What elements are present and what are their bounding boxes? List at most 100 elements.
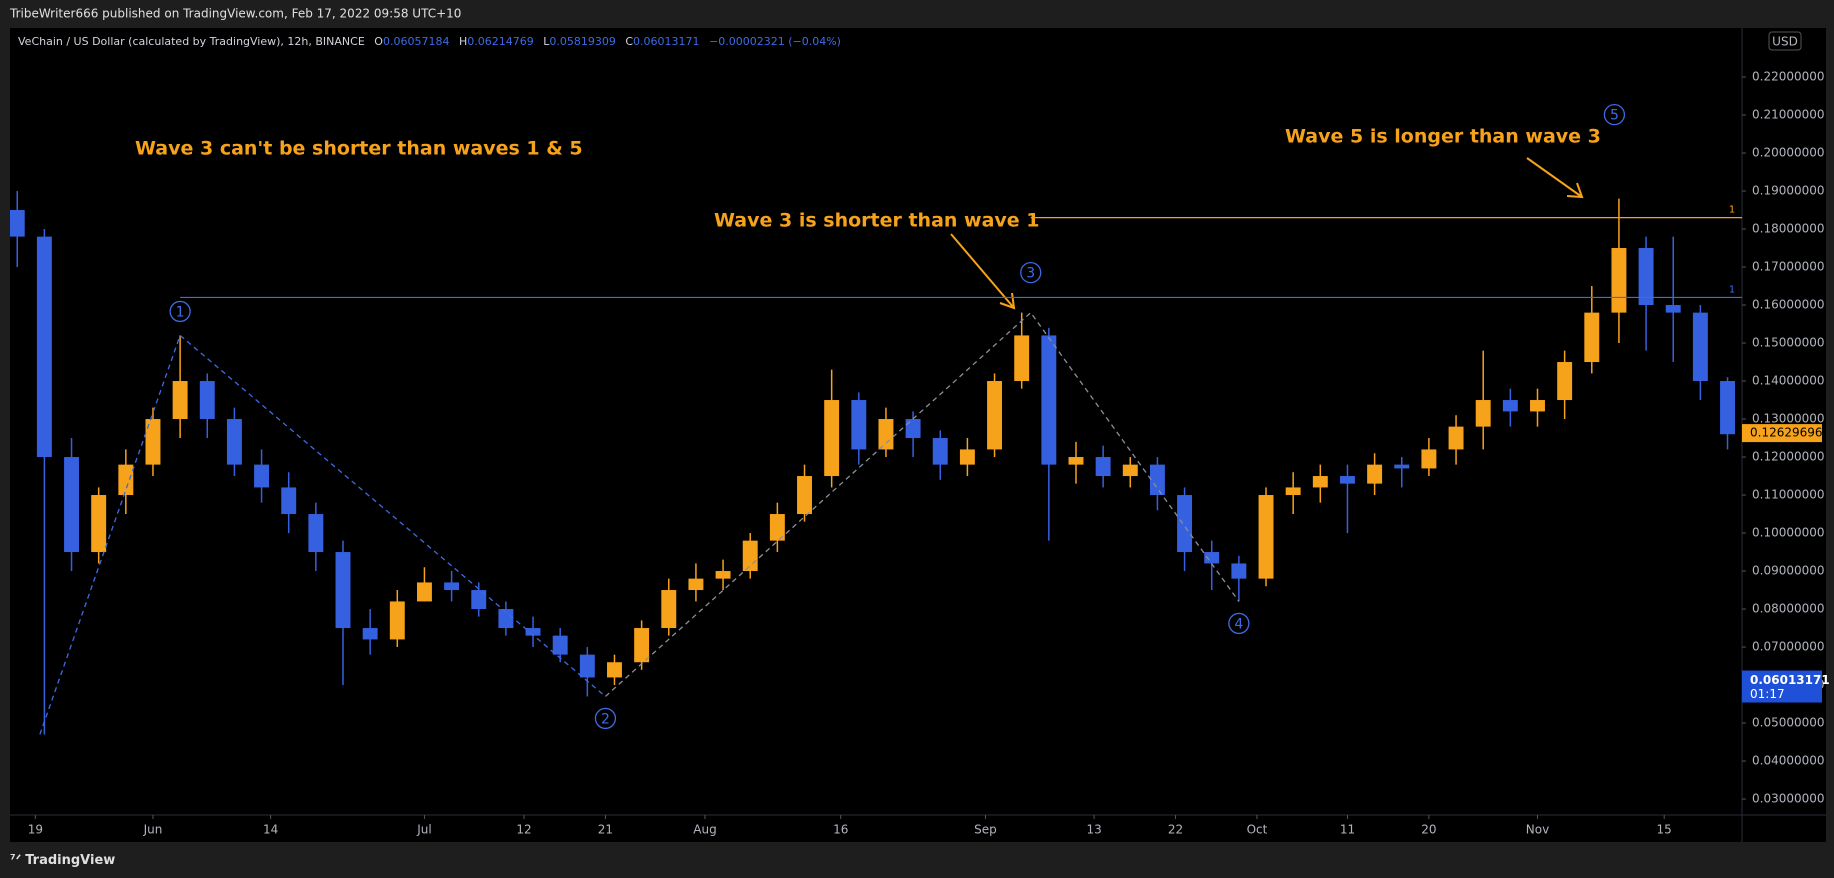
wave-marker (1603, 103, 1626, 126)
candle-body (797, 476, 812, 515)
candle-body (1448, 426, 1464, 450)
brand: ⁷ᐟ TradingView (10, 853, 115, 868)
candle-body (1638, 248, 1654, 306)
candle-body (1204, 552, 1220, 564)
candle-body (226, 419, 242, 465)
wave-line (39, 334, 606, 735)
candle-body (281, 487, 297, 515)
legend-value: 0.06214769 (467, 35, 533, 48)
x-tick-label: Aug (693, 823, 716, 837)
annotation: Wave 3 can't be shorter than waves 1 & 5 (135, 138, 583, 160)
candle-body (1177, 495, 1193, 553)
x-tick-label: 22 (1168, 823, 1183, 837)
candle-body (118, 464, 134, 496)
candle-body (851, 400, 867, 450)
wave-marker (1020, 261, 1042, 284)
candle-body (1285, 487, 1301, 496)
price-label: 0.06013171 (1750, 673, 1830, 687)
annotation: Wave 3 is shorter than wave 1 (714, 210, 1040, 232)
candle-body (416, 582, 432, 602)
countdown: 01:17 (1750, 687, 1785, 701)
candle-body (634, 628, 650, 663)
y-tick-label: 0.18000000 (1752, 222, 1825, 236)
legend-value: 0.06057184 (383, 35, 449, 48)
y-tick-label: 0.16000000 (1752, 298, 1825, 312)
candle-body (498, 609, 514, 629)
candle-body (525, 628, 541, 636)
publisher: TribeWriter666 published on TradingView.… (9, 7, 461, 21)
y-tick-label: 0.10000000 (1752, 526, 1825, 540)
y-tick-label: 0.05000000 (1752, 716, 1825, 730)
x-tick-label: Oct (1247, 823, 1268, 837)
candle-body (1041, 335, 1057, 465)
y-tick-label: 0.12000000 (1752, 450, 1825, 464)
candle-body (715, 571, 731, 579)
candle-body (1231, 563, 1247, 579)
candle-body (742, 540, 758, 572)
x-tick-label: 12 (516, 823, 531, 837)
annotation: Wave 5 is longer than wave 3 (1285, 126, 1601, 148)
candle-body (335, 552, 351, 629)
candle-body (1720, 381, 1735, 435)
candle-body (1014, 335, 1030, 382)
candle-body (1611, 248, 1627, 313)
x-tick-label: Sep (974, 823, 997, 837)
x-tick-label: Jun (143, 823, 163, 837)
candle-body (36, 236, 52, 458)
candle-body (471, 590, 487, 610)
legend-label: O (374, 35, 383, 48)
wave-marker (1228, 612, 1250, 635)
y-tick-label: 0.14000000 (1752, 374, 1825, 388)
wave-line (604, 311, 1240, 697)
x-tick-label: Jul (416, 823, 431, 837)
x-tick-label: 19 (28, 823, 43, 837)
candle-body (1665, 305, 1681, 313)
x-tick-label: 14 (263, 823, 278, 837)
y-tick-label: 0.04000000 (1752, 754, 1825, 768)
level-label: 1 (1729, 284, 1735, 295)
candle-body (308, 514, 324, 553)
legend-label: L (543, 35, 550, 48)
candle-body (905, 419, 921, 439)
y-tick-label: 0.19000000 (1752, 184, 1825, 198)
candle-body (688, 578, 704, 591)
wave-marker (169, 300, 191, 323)
currency-box[interactable] (1768, 31, 1802, 51)
candle-body (1258, 495, 1274, 579)
y-tick-label: 0.08000000 (1752, 602, 1825, 616)
y-tick-label: 0.15000000 (1752, 336, 1825, 350)
candle-body (1530, 400, 1545, 412)
legend-change: −0.00002321 (−0.04%) (709, 35, 841, 48)
brand-logo: ⁷ᐟ (10, 853, 21, 868)
wave-marker (594, 707, 617, 730)
candle-body (64, 457, 79, 553)
candle-body (579, 654, 595, 678)
candle-body (1692, 312, 1708, 382)
y-tick-label: 0.13000000 (1752, 412, 1825, 426)
candle-body (389, 601, 405, 640)
candle-body (254, 464, 270, 488)
candle-body (1149, 464, 1165, 496)
level-label: 1 (1729, 205, 1735, 216)
candle-body (362, 628, 378, 640)
candle-body (1367, 464, 1383, 484)
x-tick-label: 20 (1421, 823, 1436, 837)
candle-body (878, 419, 894, 450)
last-price-label: 0.12629696 (1750, 426, 1823, 440)
legend: VeChain / US Dollar (calculated by Tradi… (18, 35, 841, 48)
candle-body (607, 662, 622, 678)
candle-body (1068, 457, 1084, 465)
x-tick-label: Nov (1526, 823, 1549, 837)
legend-label: H (459, 35, 467, 48)
x-tick-label: 13 (1086, 823, 1101, 837)
y-tick-label: 0.03000000 (1752, 792, 1825, 806)
candle-body (1095, 457, 1111, 477)
candle-body (932, 438, 948, 465)
currency[interactable]: USD (1772, 35, 1798, 49)
candle-body (1339, 476, 1355, 484)
wave-label: 1 (176, 304, 185, 320)
candle-body (145, 419, 161, 465)
candle-body (769, 514, 785, 541)
